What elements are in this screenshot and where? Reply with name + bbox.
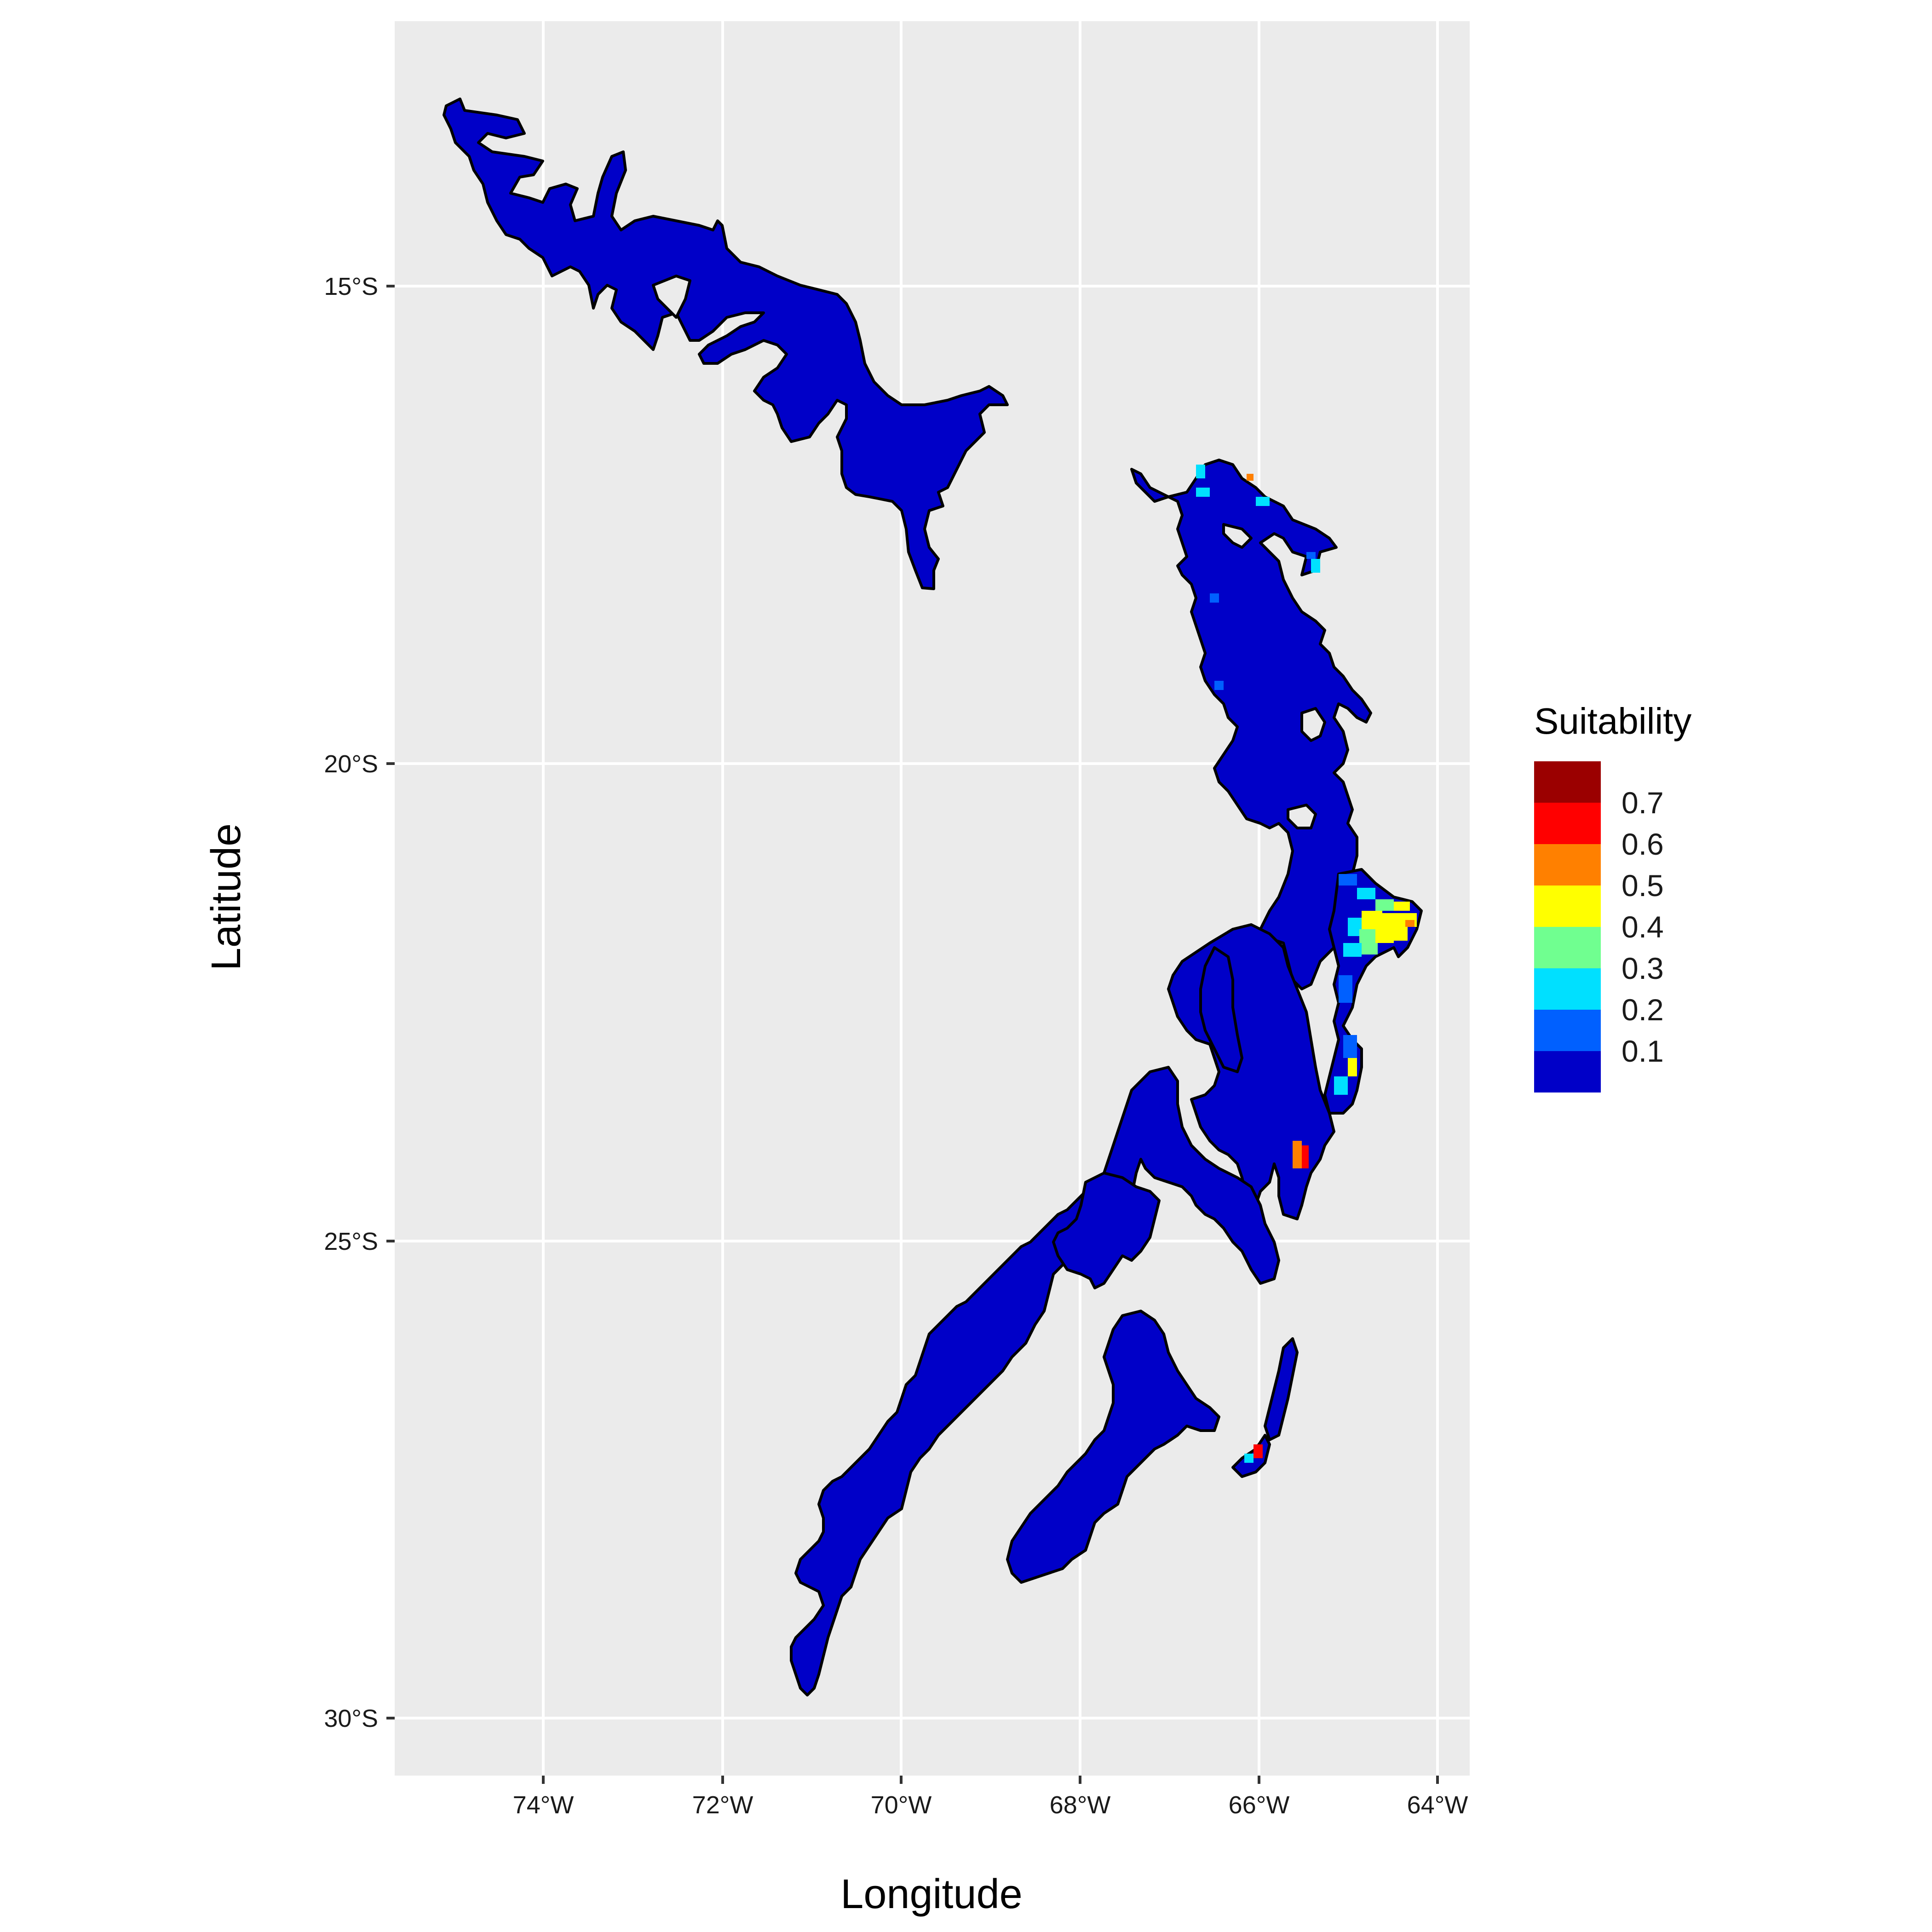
region-central-upper-hole-2 (1287, 804, 1317, 829)
region-north-inlet (652, 275, 691, 319)
region-west-block (1052, 1172, 1161, 1289)
x-tick-label-66w: 66°W (1229, 1791, 1290, 1819)
x-tick-labels: 74°W 72°W 70°W 68°W 66°W 64°W (513, 1791, 1468, 1819)
x-tick-label-72w: 72°W (692, 1791, 753, 1819)
region-central-upper-hole-3 (1300, 707, 1326, 742)
legend-swatch-4 (1534, 927, 1601, 968)
x-axis-title: Longitude (840, 1871, 1022, 1917)
highlight-cell (1359, 929, 1375, 943)
highlight-cell (1334, 1076, 1348, 1095)
highlight-cell (1394, 927, 1408, 941)
highlight-cell (1306, 552, 1316, 559)
region-north (443, 98, 1009, 590)
highlight-cell (1348, 1058, 1357, 1076)
legend-label-4: 0.3 (1622, 951, 1664, 985)
x-tick-label-74w: 74°W (513, 1791, 574, 1819)
legend: Suitability 0.7 0.6 0.5 0.4 0.3 0.2 0.1 (1534, 701, 1691, 1092)
highlight-cell (1254, 1444, 1263, 1458)
legend-swatch-7 (1534, 1051, 1601, 1092)
suitability-highlights (1196, 465, 1417, 1463)
region-south-main (790, 1066, 1280, 1696)
x-tick-label-64w: 64°W (1407, 1791, 1468, 1819)
legend-label-3: 0.4 (1622, 910, 1664, 944)
legend-label-2: 0.5 (1622, 868, 1664, 903)
highlight-cell (1214, 681, 1224, 690)
highlight-cell (1256, 497, 1270, 506)
highlight-cell (1343, 943, 1362, 957)
region-lower-central (1006, 1310, 1220, 1584)
region-central-upper (1130, 459, 1372, 990)
legend-swatch-5 (1534, 968, 1601, 1010)
y-axis-title: Latitude (203, 823, 249, 971)
legend-swatch-2 (1534, 844, 1601, 886)
legend-labels: 0.7 0.6 0.5 0.4 0.3 0.2 0.1 (1622, 786, 1664, 1068)
region-southeast-island (1264, 1337, 1299, 1441)
highlight-cell (1196, 465, 1205, 478)
highlight-cell (1302, 1145, 1309, 1168)
legend-swatch-1 (1534, 803, 1601, 844)
legend-swatch-6 (1534, 1010, 1601, 1051)
highlight-cell (1196, 488, 1210, 497)
highlight-cell (1343, 1035, 1357, 1058)
x-tick-label-68w: 68°W (1050, 1791, 1111, 1819)
highlight-cell (1405, 920, 1414, 927)
highlight-cell (1357, 888, 1375, 899)
highlight-cell (1293, 1141, 1302, 1168)
highlight-cell (1247, 474, 1254, 481)
highlight-cell (1244, 1454, 1254, 1463)
legend-label-5: 0.2 (1622, 993, 1664, 1027)
legend-swatch-3 (1534, 886, 1601, 927)
y-tick-label-15s: 15°S (324, 273, 378, 300)
region-central-upper-hole (1222, 523, 1253, 549)
legend-label-0: 0.7 (1622, 786, 1664, 820)
legend-title: Suitability (1534, 701, 1691, 742)
legend-label-1: 0.6 (1622, 827, 1664, 861)
highlight-cell (1311, 559, 1320, 573)
y-tick-label-20s: 20°S (324, 750, 378, 778)
legend-colorbar (1534, 761, 1601, 1092)
region-central-west-ridge (1199, 946, 1243, 1073)
y-tick-label-30s: 30°S (324, 1705, 378, 1732)
highlight-cell (1339, 874, 1357, 886)
highlight-cell (1375, 929, 1394, 943)
legend-label-6: 0.1 (1622, 1034, 1664, 1068)
highlight-cell (1362, 943, 1378, 954)
grid-lines (395, 21, 1470, 1776)
legend-swatch-0 (1534, 761, 1601, 803)
highlight-cell (1362, 911, 1382, 929)
highlight-cell (1382, 913, 1401, 929)
highlight-cell (1339, 975, 1352, 1003)
highlight-cell (1210, 593, 1219, 603)
x-tick-label-70w: 70°W (871, 1791, 932, 1819)
highlight-cell (1375, 899, 1394, 911)
highlight-cell (1394, 902, 1410, 911)
y-tick-label-25s: 25°S (324, 1228, 378, 1255)
y-tick-labels: 15°S 20°S 25°S 30°S (324, 273, 378, 1732)
axis-ticks (386, 285, 1439, 1784)
